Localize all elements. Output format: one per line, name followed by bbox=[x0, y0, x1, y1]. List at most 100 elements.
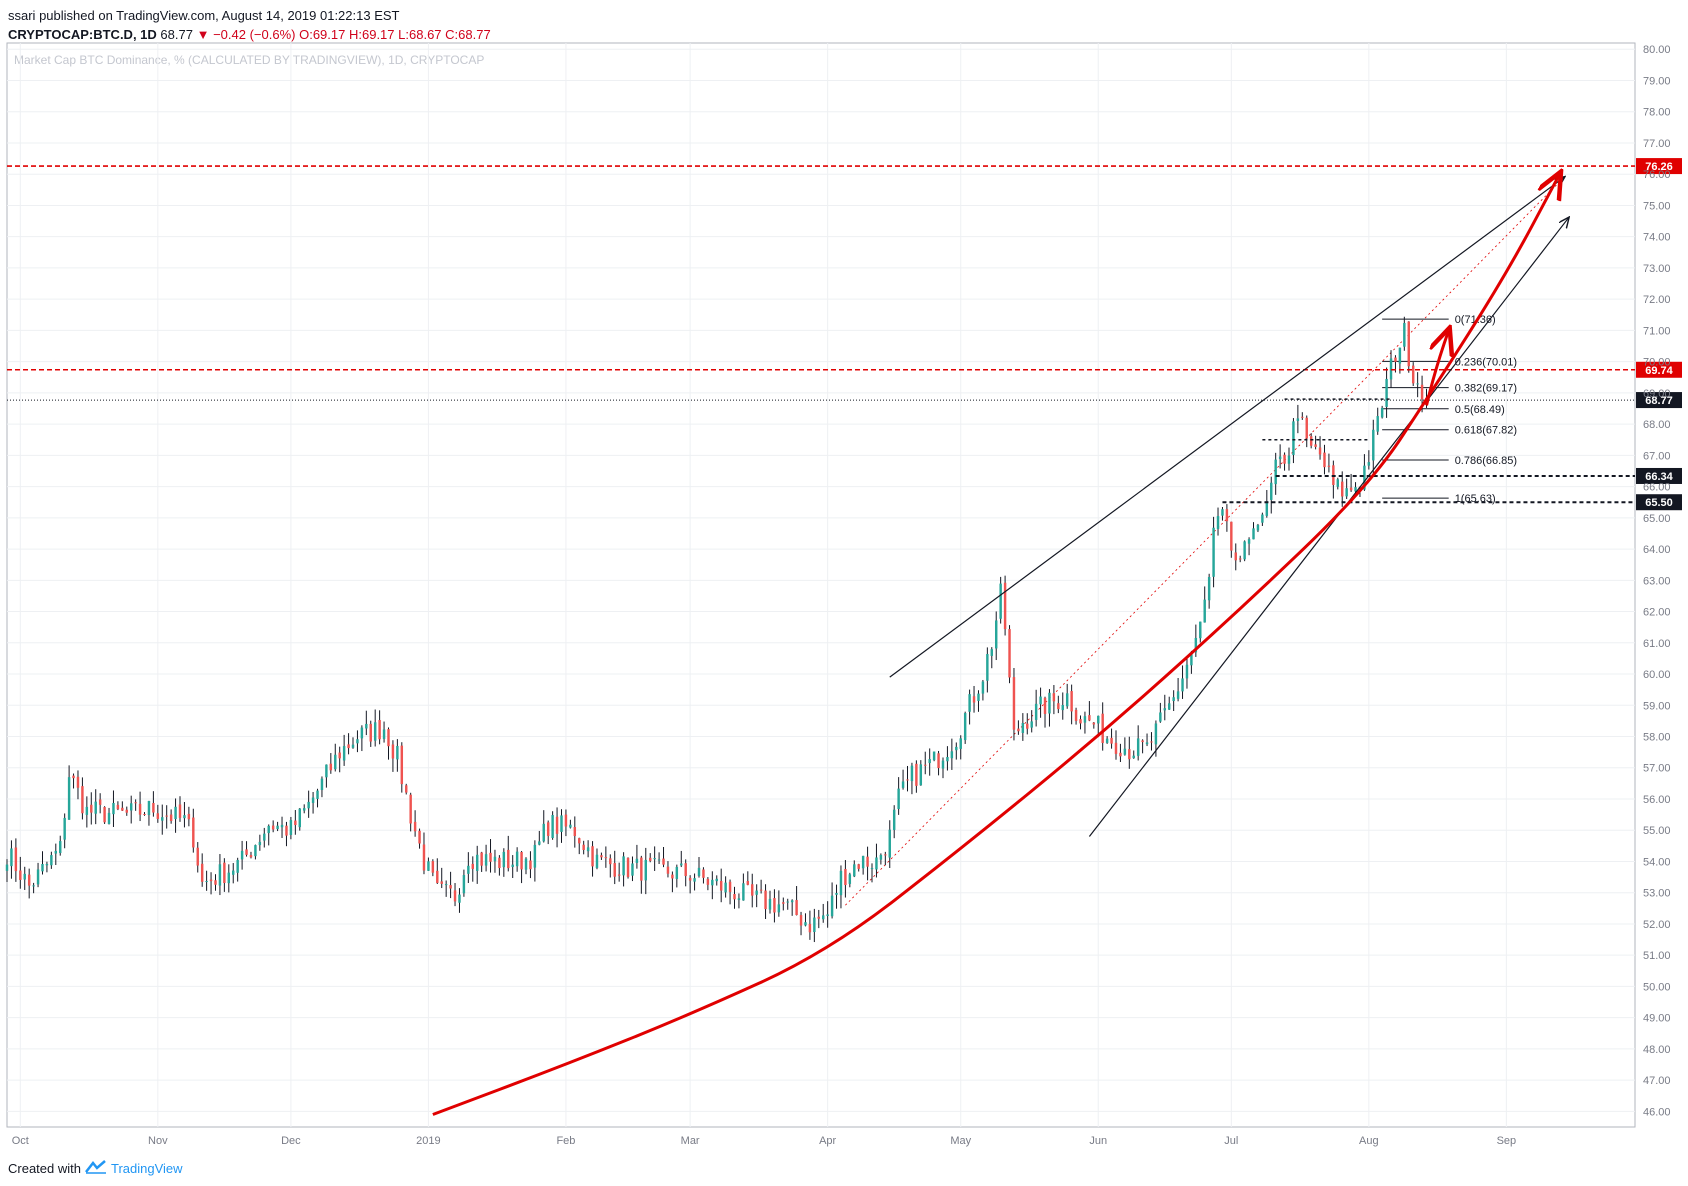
candle-body bbox=[356, 739, 359, 744]
candle-body bbox=[316, 790, 319, 799]
candle-body bbox=[746, 881, 750, 885]
candle-body bbox=[227, 872, 231, 884]
horizontal-levels[interactable]: 76.26 69.74 68.77 66.34 65.50 bbox=[7, 158, 1682, 511]
candle-body bbox=[50, 855, 53, 866]
candle-body bbox=[1026, 723, 1029, 729]
candle-body bbox=[1105, 738, 1109, 743]
candle-body bbox=[751, 884, 754, 896]
candle-body bbox=[879, 854, 883, 860]
candle-body bbox=[1389, 358, 1393, 380]
candle-body bbox=[755, 890, 758, 895]
candle-body bbox=[582, 844, 585, 850]
candle-body bbox=[1088, 715, 1091, 721]
y-tick-label: 51.00 bbox=[1643, 950, 1671, 962]
candle-body bbox=[1238, 558, 1242, 560]
candle-body bbox=[950, 751, 954, 759]
candle-body bbox=[205, 881, 208, 883]
candle-body bbox=[1411, 365, 1415, 384]
candle-body bbox=[821, 915, 825, 920]
candle-body bbox=[458, 894, 461, 903]
candle-body bbox=[1145, 742, 1149, 745]
publish-line: ssari published on TradingView.com, Augu… bbox=[8, 6, 491, 25]
candle-body bbox=[542, 823, 545, 842]
candle-body bbox=[360, 727, 364, 739]
candle-body bbox=[546, 822, 550, 836]
trendline[interactable] bbox=[1088, 218, 1568, 837]
candle-body bbox=[236, 859, 239, 873]
candle-body bbox=[1141, 740, 1144, 743]
candle-body bbox=[693, 878, 696, 882]
candle-body bbox=[932, 751, 936, 761]
y-tick-label: 69.00 bbox=[1643, 388, 1671, 400]
candle-body bbox=[298, 808, 301, 828]
candle-body bbox=[1416, 383, 1419, 385]
candle-body bbox=[1265, 501, 1269, 516]
candle-body bbox=[63, 817, 66, 840]
candle-body bbox=[999, 583, 1002, 619]
candle-body bbox=[986, 654, 989, 681]
candle-body bbox=[1376, 416, 1379, 432]
candle-body bbox=[1403, 323, 1406, 347]
candle-body bbox=[972, 696, 976, 703]
candle-body bbox=[924, 764, 927, 766]
author-name[interactable]: ssari bbox=[8, 8, 36, 23]
candle-body bbox=[671, 874, 674, 879]
candle-body bbox=[152, 803, 155, 813]
candle-body bbox=[334, 754, 337, 770]
fib-level-label: 0.786(66.85) bbox=[1455, 455, 1517, 467]
fib-level-label: 0.236(70.01) bbox=[1455, 356, 1517, 368]
candle-body bbox=[884, 854, 887, 856]
candle-body bbox=[782, 902, 785, 904]
candle-body bbox=[830, 895, 834, 917]
y-tick-label: 49.00 bbox=[1643, 1013, 1671, 1025]
candle-body bbox=[1296, 418, 1300, 422]
fib-level-label: 1(65.63) bbox=[1455, 493, 1496, 505]
candle-body bbox=[648, 857, 652, 861]
candle-body bbox=[493, 856, 497, 862]
candle-body bbox=[107, 812, 111, 824]
candle-body bbox=[662, 858, 665, 865]
trendlines[interactable] bbox=[432, 174, 1569, 1116]
candles bbox=[5, 316, 1428, 943]
y-tick-label: 70.00 bbox=[1643, 357, 1671, 369]
y-tick-label: 78.00 bbox=[1643, 107, 1671, 119]
tradingview-logo-icon[interactable] bbox=[84, 1160, 107, 1177]
candle-body bbox=[1123, 748, 1127, 755]
candle-body bbox=[1372, 429, 1375, 461]
fib-level-label: 0.618(67.82) bbox=[1455, 425, 1517, 437]
candle-body bbox=[680, 863, 683, 866]
candle-body bbox=[311, 797, 315, 803]
price-axis[interactable]: 46.00 47.00 48.00 49.00 50.00 51.00 52.00 53.00… bbox=[1643, 44, 1671, 1118]
ohlc-low: L:68.67 bbox=[398, 27, 442, 42]
candle-body bbox=[1354, 487, 1357, 492]
parabolic-curve[interactable] bbox=[432, 174, 1560, 1116]
candle-body bbox=[1057, 703, 1060, 710]
x-tick-label: Mar bbox=[681, 1135, 700, 1147]
candle-body bbox=[19, 870, 22, 880]
trendline[interactable] bbox=[889, 177, 1564, 678]
candle-body bbox=[1225, 509, 1229, 522]
candle-body bbox=[1030, 721, 1033, 728]
candle-body bbox=[1101, 713, 1104, 743]
candle-body bbox=[888, 829, 891, 858]
candle-body bbox=[263, 833, 266, 841]
candle-body bbox=[116, 804, 120, 810]
tradingview-brand[interactable]: TradingView bbox=[110, 1161, 183, 1176]
x-tick-label: Jun bbox=[1089, 1135, 1107, 1147]
candle-body bbox=[338, 752, 341, 759]
y-tick-label: 62.00 bbox=[1643, 607, 1671, 619]
candle-body bbox=[520, 851, 523, 870]
candle-body bbox=[1247, 539, 1251, 544]
candle-body bbox=[892, 809, 896, 830]
candle-body bbox=[622, 856, 625, 876]
price-level-tag bbox=[1636, 361, 1682, 378]
time-axis[interactable]: Oct Nov Dec 2019 Feb Mar Apr May Jun Jul Aug Sep bbox=[12, 1135, 1516, 1147]
y-tick-label: 46.00 bbox=[1643, 1106, 1671, 1118]
candle-body bbox=[267, 825, 270, 834]
candle-body bbox=[1043, 697, 1047, 714]
fibonacci-retracement[interactable]: 0(71.36) 0.236(70.01) 0.382(69.17) 0.5(68.4… bbox=[845, 177, 1565, 906]
candle-body bbox=[129, 803, 133, 811]
candle-body bbox=[981, 681, 985, 694]
bounce-arrow[interactable] bbox=[1425, 330, 1449, 406]
